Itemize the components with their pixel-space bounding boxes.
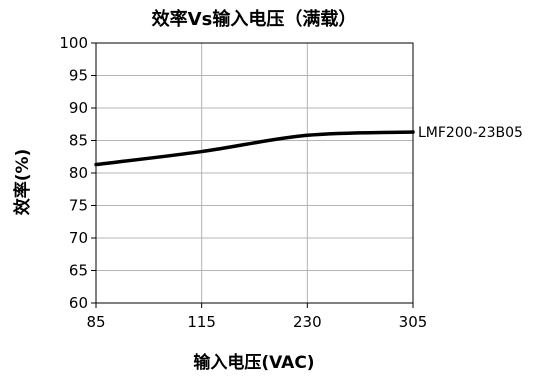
x-tick-label: 230: [293, 313, 322, 331]
y-tick-labels: 60 65 70 75 80 85 90 95 100: [59, 34, 96, 312]
x-tick-label: 85: [86, 313, 105, 331]
series-line: [94, 130, 415, 167]
y-tick-label: 75: [69, 197, 88, 215]
x-tick-label: 305: [399, 313, 428, 331]
y-tick-label: 60: [69, 294, 88, 312]
y-tick-label: 80: [69, 164, 88, 182]
y-axis-label: 效率(%): [12, 149, 33, 216]
y-tick-label: 100: [59, 34, 88, 52]
x-tick-labels: 85 115 230 305: [86, 303, 427, 331]
y-tick-label: 85: [69, 132, 88, 150]
y-tick-label: 95: [69, 67, 88, 85]
y-tick-label: 70: [69, 229, 88, 247]
series-layer: LMF200-23B05: [94, 125, 523, 167]
y-tick-label: 65: [69, 262, 88, 280]
series-label: LMF200-23B05: [418, 125, 523, 141]
chart-title: 效率Vs输入电压（满载）: [152, 8, 357, 30]
y-tick-label: 90: [69, 99, 88, 117]
x-axis-label: 输入电压(VAC): [193, 352, 314, 373]
grid: [96, 43, 413, 303]
x-tick-label: 115: [187, 313, 216, 331]
